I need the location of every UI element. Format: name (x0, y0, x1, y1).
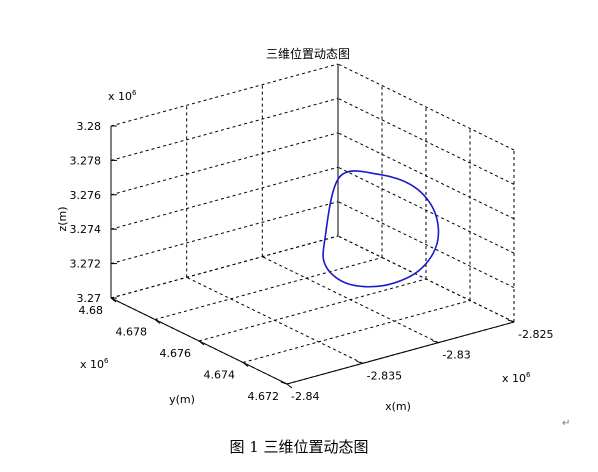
wall-grid-line (110, 63, 339, 127)
z-tick-label: 3.276 (70, 189, 102, 202)
x-tick-label: -2.835 (367, 369, 402, 382)
wall-grid-line (337, 201, 515, 289)
x-tick-mark (432, 340, 439, 344)
y-tick-label: 4.672 (248, 390, 280, 403)
y-tick-label: 4.68 (79, 304, 104, 317)
x-exponent-label: x 106 (502, 371, 531, 385)
z-exponent-label: x 106 (108, 89, 137, 103)
y-exponent-label: x 106 (80, 357, 109, 371)
x-axis-label: x(m) (385, 400, 411, 413)
axis-box-edges (110, 64, 515, 389)
floor-grid-line (198, 278, 427, 342)
chart-title: 三维位置动态图 (266, 46, 350, 61)
x-tick-mark (280, 381, 288, 385)
trajectory-line (322, 170, 440, 288)
y-tick-mark (242, 362, 249, 367)
wall-grid-line (337, 132, 515, 220)
floor-grid-line (154, 257, 383, 320)
x-axis-line (286, 321, 515, 385)
y-tick-label: 4.678 (116, 326, 148, 339)
wall-grid-line (337, 63, 515, 151)
grid-lines (110, 63, 515, 385)
x-tick-label: -2.83 (442, 349, 470, 362)
wall-grid-line (110, 132, 339, 196)
x-tick-label: -2.84 (291, 390, 319, 403)
z-tick-label: 3.274 (70, 223, 102, 236)
z-tick-label: 3.278 (70, 154, 102, 167)
z-axis-label: z(m) (56, 206, 69, 231)
figure-caption: 图 1 三维位置动态图 (229, 438, 369, 456)
y-tick-mark (198, 340, 205, 346)
wall-grid-line (110, 97, 339, 161)
return-mark: ↵ (562, 418, 571, 429)
tick-labels: -2.84 -2.835 -2.83 -2.825 4.672 4.674 4.676 4.6… (70, 120, 554, 403)
y-tick-mark (110, 297, 117, 303)
wall-grid-line (337, 235, 515, 323)
x-tick-label: -2.825 (518, 328, 553, 341)
z-tick-label: 3.272 (70, 258, 102, 271)
z-tick-label: 3.28 (77, 120, 102, 133)
y-tick-mark (286, 383, 293, 389)
z-tick-label: 3.27 (77, 292, 102, 305)
y-tick-mark (154, 319, 161, 324)
floor-grid-line (242, 300, 471, 363)
wall-grid-line (110, 201, 339, 265)
wall-grid-line (337, 97, 515, 185)
x-tick-mark (356, 360, 363, 364)
trajectory-series (322, 170, 440, 288)
wall-grid-line (337, 166, 515, 254)
y-tick-label: 4.674 (204, 369, 236, 382)
wall-grid-line (110, 166, 339, 230)
y-tick-label: 4.676 (160, 347, 192, 360)
x-tick-mark (507, 319, 515, 323)
y-axis-label: y(m) (169, 393, 195, 406)
wall-grid-line (110, 235, 339, 299)
